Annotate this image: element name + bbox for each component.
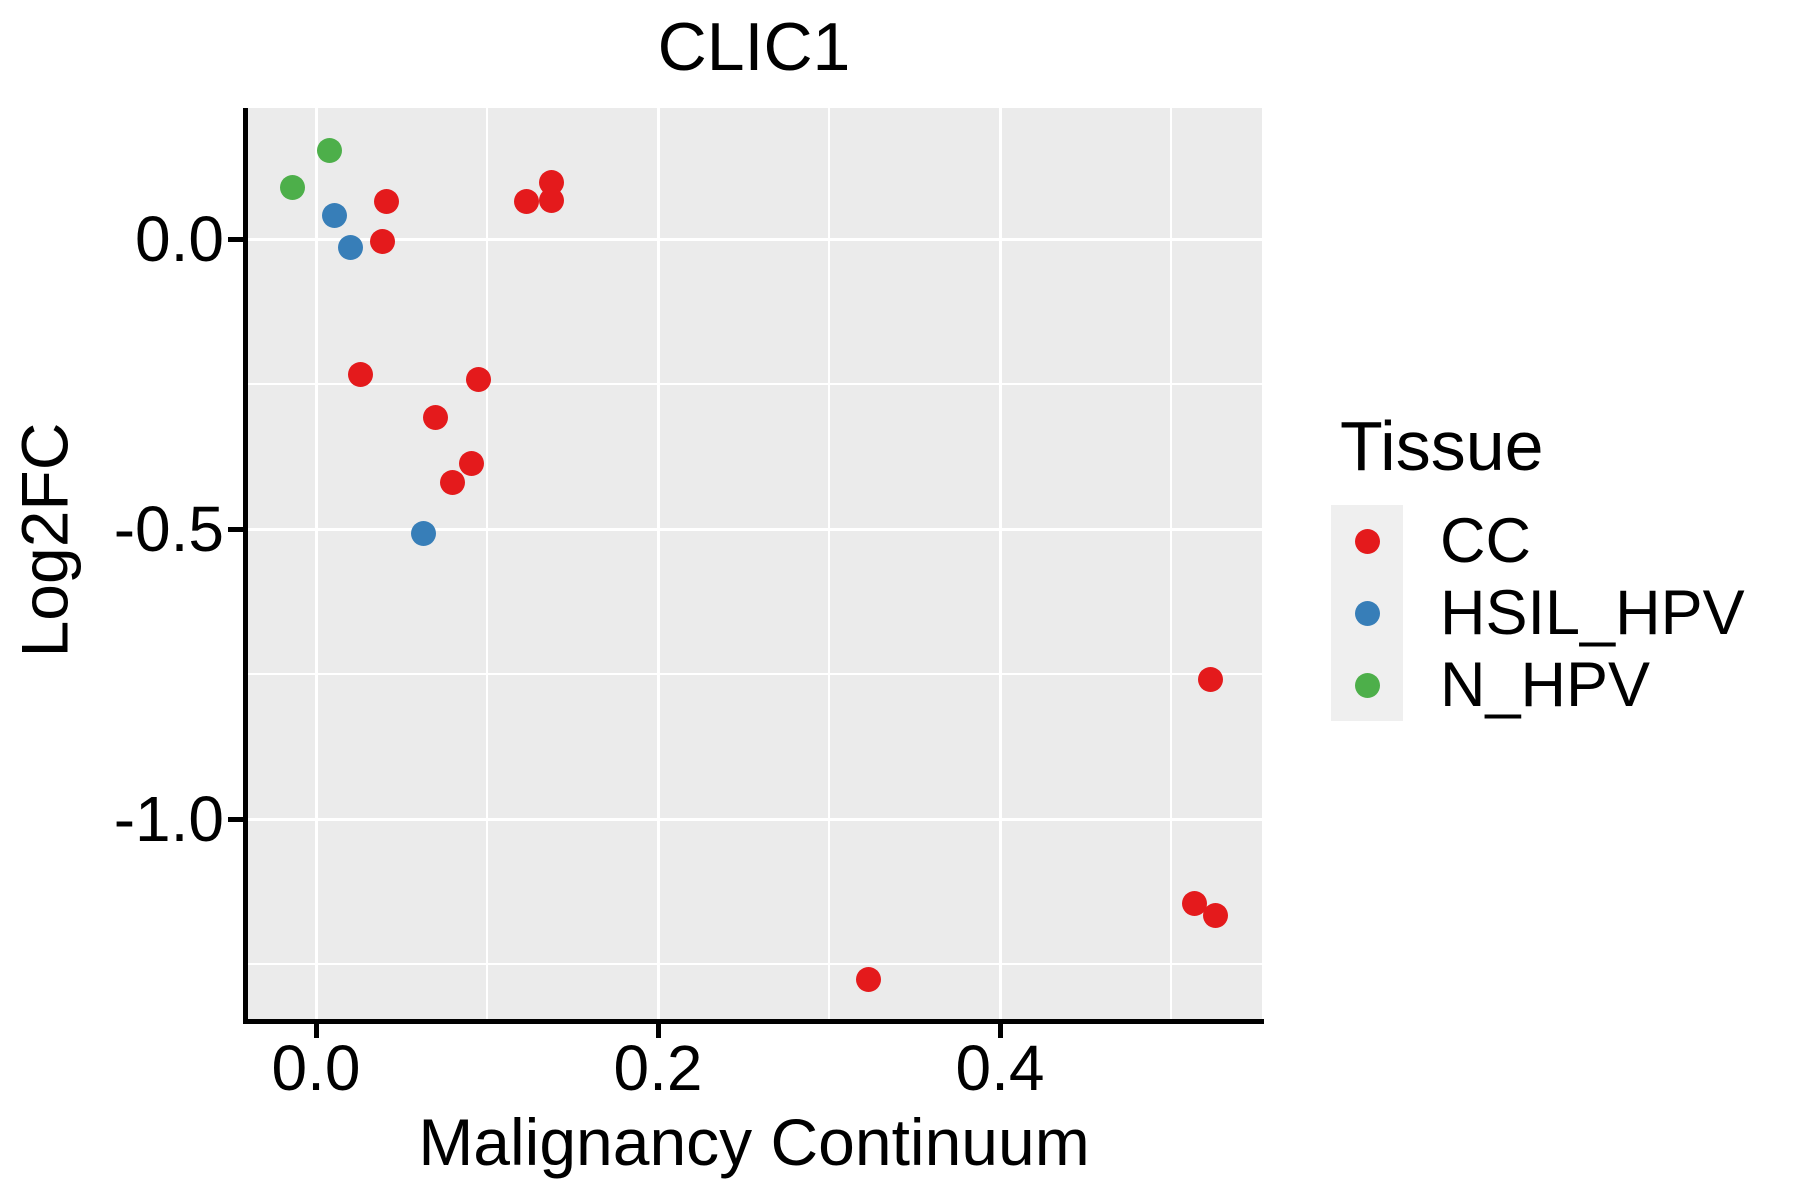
x-axis-line (243, 1019, 1264, 1024)
data-point-cc (1202, 903, 1228, 929)
data-point-n_hpv (317, 137, 343, 163)
legend-entries: CC HSIL_HPV N_HPV (1331, 505, 1745, 721)
x-tick-mark (997, 1022, 1003, 1038)
data-point-cc (459, 450, 485, 476)
plot-panel (246, 108, 1262, 1021)
legend-entry-label: CC (1440, 505, 1531, 576)
legend-entry-n_hpv: N_HPV (1331, 649, 1745, 721)
data-point-n_hpv (279, 175, 305, 201)
gridline-major-horizontal (246, 237, 1262, 241)
legend-key (1331, 577, 1403, 649)
legend-dot-icon (1354, 672, 1380, 698)
y-axis-line (243, 108, 248, 1024)
x-axis-title: Malignancy Continuum (418, 1105, 1090, 1179)
x-tick-label: 0.4 (955, 1032, 1045, 1104)
data-point-hsil_hpv (337, 234, 363, 260)
y-tick-mark (228, 236, 244, 242)
gridline-major-vertical (314, 108, 318, 1021)
gridline-major-vertical (998, 108, 1002, 1021)
y-axis-title: Log2FC (7, 422, 82, 658)
data-point-cc (347, 361, 373, 387)
data-point-cc (440, 469, 466, 495)
x-tick-mark (655, 1022, 661, 1038)
data-point-cc (465, 367, 491, 393)
x-tick-label: 0.0 (271, 1032, 361, 1104)
data-point-cc (513, 189, 539, 215)
legend-title: Tissue (1340, 407, 1544, 485)
gridline-minor-vertical (828, 108, 830, 1021)
y-tick-label: 0.0 (135, 203, 224, 275)
data-point-cc (855, 966, 881, 992)
data-point-cc (1197, 667, 1223, 693)
legend: Tissue CC HSIL_HPV N_HPV (1331, 408, 1745, 721)
legend-entry-hsil_hpv: HSIL_HPV (1331, 577, 1745, 649)
y-tick-label: -1.0 (113, 783, 224, 855)
legend-entry-cc: CC (1331, 505, 1745, 577)
y-tick-mark (228, 816, 244, 822)
data-point-hsil_hpv (411, 520, 437, 546)
gridline-minor-horizontal (246, 383, 1262, 385)
gridline-minor-horizontal (246, 963, 1262, 965)
legend-key (1331, 505, 1403, 577)
x-tick-mark (313, 1022, 319, 1038)
gridline-major-horizontal (246, 527, 1262, 531)
data-point-cc (370, 229, 396, 255)
gridline-minor-vertical (486, 108, 488, 1021)
legend-entry-label: N_HPV (1440, 649, 1651, 720)
legend-entry-label: HSIL_HPV (1440, 577, 1745, 648)
data-point-hsil_hpv (322, 202, 348, 228)
legend-key (1331, 649, 1403, 721)
gridline-minor-horizontal (246, 673, 1262, 675)
y-tick-mark (228, 526, 244, 532)
y-tick-label: -0.5 (113, 493, 224, 565)
gridline-major-horizontal (246, 817, 1262, 821)
gridline-minor-vertical (1170, 108, 1172, 1021)
x-tick-label: 0.2 (613, 1032, 703, 1104)
plot-title: CLIC1 (657, 9, 851, 85)
data-point-cc (539, 188, 565, 214)
legend-dot-icon (1354, 600, 1380, 626)
legend-dot-icon (1354, 528, 1380, 554)
gridline-major-vertical (656, 108, 660, 1021)
data-point-cc (423, 405, 449, 431)
data-point-cc (373, 189, 399, 215)
